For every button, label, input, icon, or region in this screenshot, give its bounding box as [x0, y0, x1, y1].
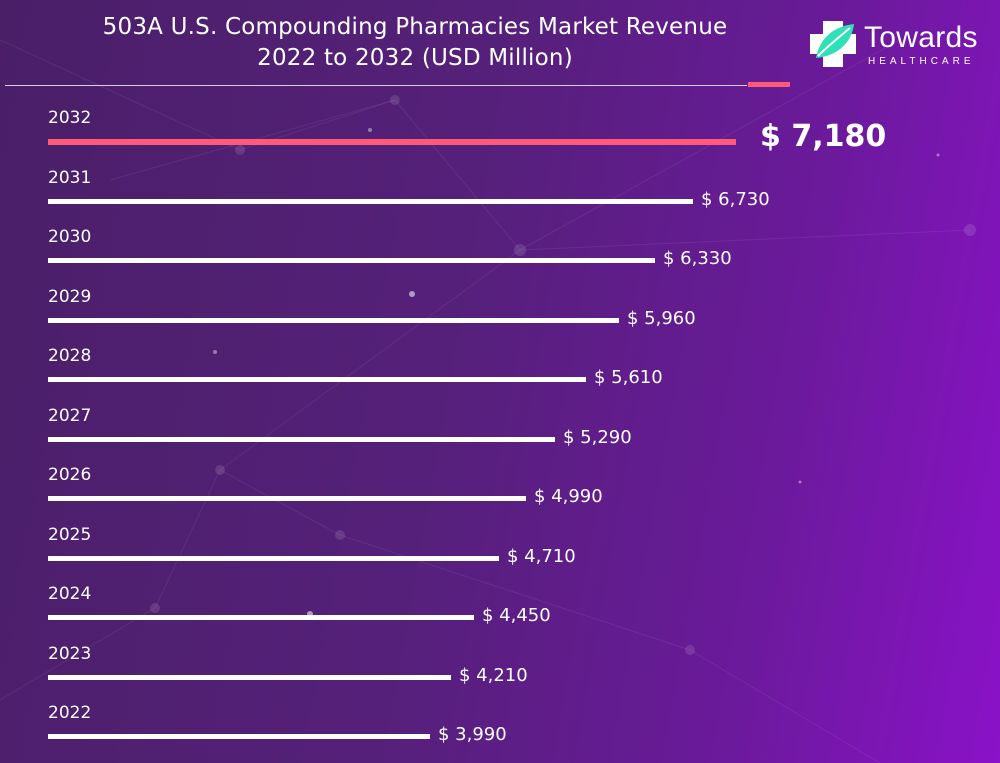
bar: [48, 675, 451, 680]
value-label: $ 5,610: [594, 367, 663, 388]
bar: [48, 437, 555, 442]
logo-subtitle: HEALTHCARE: [868, 56, 975, 67]
chart-title: 503A U.S. Compounding Pharmacies Market …: [20, 12, 810, 74]
bar: [48, 615, 474, 620]
year-label: 2027: [48, 406, 92, 426]
header-divider: [5, 85, 747, 86]
chart-title-line-1: 503A U.S. Compounding Pharmacies Market …: [102, 14, 728, 40]
bar: [48, 258, 655, 263]
bar: [48, 139, 736, 145]
value-label: $ 4,210: [459, 665, 528, 686]
bar: [48, 199, 693, 204]
value-label: $ 4,450: [482, 605, 551, 626]
value-label: $ 3,990: [438, 724, 507, 745]
chart-title-line-2: 2022 to 2032 (USD Million): [257, 45, 573, 71]
year-label: 2023: [48, 644, 92, 664]
year-label: 2026: [48, 465, 92, 485]
bar: [48, 496, 526, 501]
header-accent-bar: [748, 82, 790, 87]
logo-wordmark: Towards: [864, 21, 978, 54]
year-label: 2031: [48, 168, 92, 188]
value-label: $ 6,730: [701, 189, 770, 210]
medical-cross-leaf-icon: [810, 21, 856, 67]
year-label: 2025: [48, 525, 92, 545]
year-label: 2028: [48, 346, 92, 366]
value-label: $ 6,330: [663, 248, 732, 269]
value-label: $ 5,290: [563, 427, 632, 448]
towards-healthcare-logo: Towards HEALTHCARE: [806, 18, 991, 70]
year-label: 2022: [48, 703, 92, 723]
value-label: $ 4,710: [507, 546, 576, 567]
value-label: $ 5,960: [627, 308, 696, 329]
bar: [48, 318, 619, 323]
year-label: 2030: [48, 227, 92, 247]
year-label: 2024: [48, 584, 92, 604]
bar: [48, 377, 586, 382]
bar: [48, 734, 430, 739]
year-label: 2032: [48, 108, 92, 128]
value-label: $ 4,990: [534, 486, 603, 507]
year-label: 2029: [48, 287, 92, 307]
bar: [48, 556, 499, 561]
value-label: $ 7,180: [760, 119, 887, 154]
